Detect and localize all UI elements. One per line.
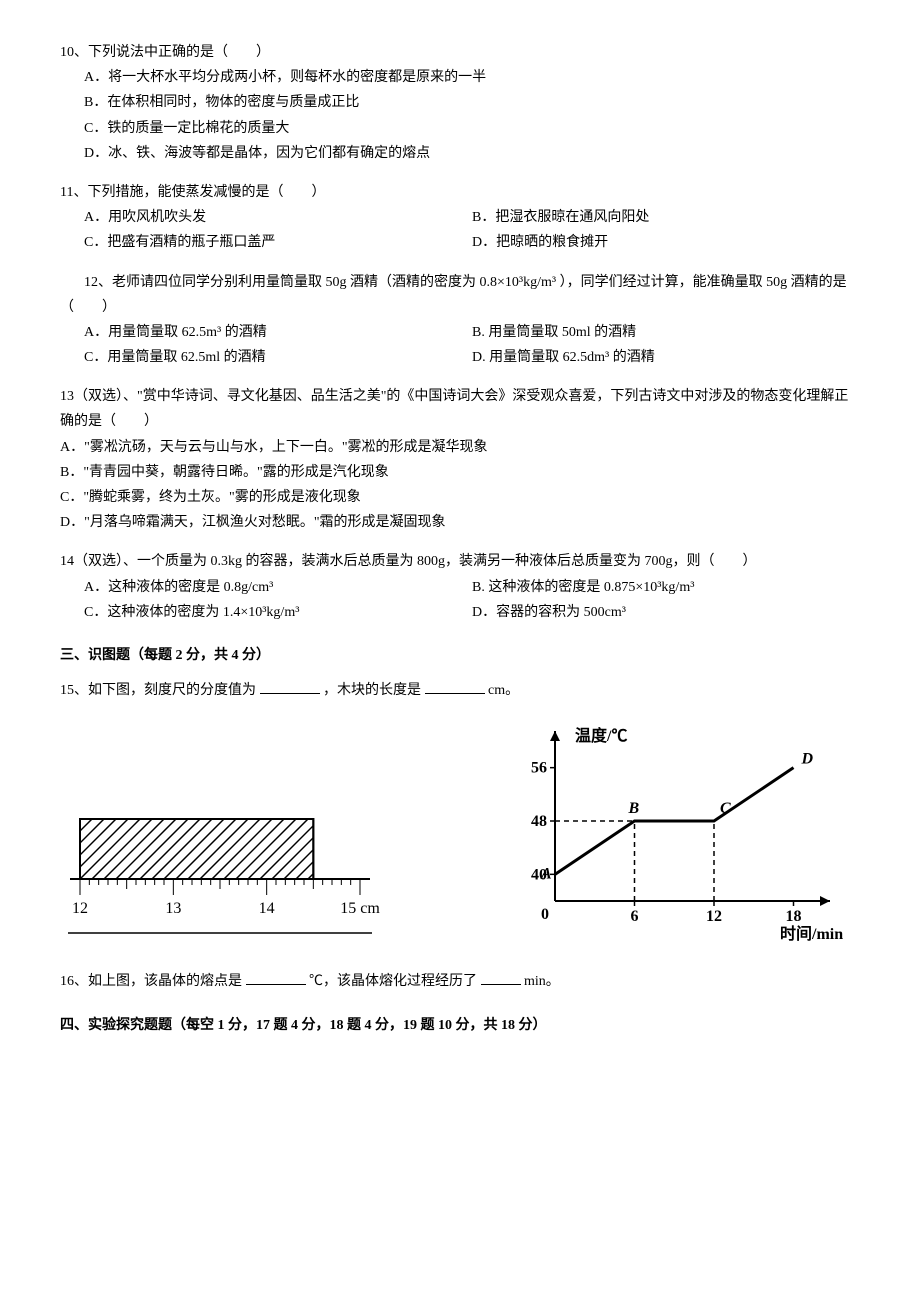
q14-opt-d: D．容器的容积为 500cm³ [472,600,860,625]
q12-opt-c: C．用量筒量取 62.5ml 的酒精 [84,345,472,370]
q12-opt-a: A．用量筒量取 62.5m³ 的酒精 [84,320,472,345]
section-3-title: 三、识图题（每题 2 分，共 4 分） [60,643,860,668]
svg-text:18: 18 [786,908,802,925]
question-16: 16、如上图，该晶体的熔点是 ℃，该晶体熔化过程经历了 min。 [60,969,860,994]
q12-opt-b: B. 用量筒量取 50ml 的酒精 [472,320,860,345]
svg-text:C: C [720,800,731,817]
q10-stem: 10、下列说法中正确的是（ ） [60,40,860,65]
svg-text:6: 6 [631,908,639,925]
q13-opt-a: A．"雾凇沆砀，天与云与山与水，上下一白。"雾凇的形成是凝华现象 [60,435,860,460]
question-11: 11、下列措施，能使蒸发减慢的是（ ） A．用吹风机吹头发 B．把湿衣服晾在通风… [60,180,860,256]
svg-text:A: A [540,866,552,883]
q14-opt-a: A．这种液体的密度是 0.8g/cm³ [84,575,472,600]
q10-opt-d: D．冰、铁、海波等都是晶体，因为它们都有确定的熔点 [60,141,860,166]
svg-text:D: D [801,751,814,768]
svg-text:56: 56 [531,760,547,777]
q11-opt-d: D．把晾晒的粮食摊开 [472,230,860,255]
question-14: 14（双选）、一个质量为 0.3kg 的容器，装满水后总质量为 800g，装满另… [60,549,860,625]
q16-blank-1[interactable] [246,970,306,985]
q11-opt-c: C．把盛有酒精的瓶子瓶口盖严 [84,230,472,255]
q11-opt-a: A．用吹风机吹头发 [84,205,472,230]
q16-blank-2[interactable] [481,970,521,985]
question-15: 15、如下图，刻度尺的分度值为 ，木块的长度是 cm。 [60,678,860,703]
q10-opt-a: A．将一大杯水平均分成两小杯，则每杯水的密度都是原来的一半 [60,65,860,90]
svg-text:13: 13 [165,900,181,917]
q13-opt-d: D．"月落乌啼霜满天，江枫渔火对愁眠。"霜的形成是凝固现象 [60,510,860,535]
q10-opt-b: B．在体积相同时，物体的密度与质量成正比 [60,90,860,115]
section-4-title: 四、实验探究题题（每空 1 分，17 题 4 分，18 题 4 分，19 题 1… [60,1013,860,1038]
question-13: 13（双选）、"赏中华诗词、寻文化基因、品生活之美"的《中国诗词大会》深受观众喜… [60,384,860,535]
svg-text:14: 14 [259,900,275,917]
q11-stem: 11、下列措施，能使蒸发减慢的是（ ） [60,180,860,205]
question-12: 12、老师请四位同学分别利用量筒量取 50g 酒精（酒精的密度为 0.8×10³… [60,270,860,371]
q15-text-b: ，木块的长度是 [323,683,421,698]
q13-stem: 13（双选）、"赏中华诗词、寻文化基因、品生活之美"的《中国诗词大会》深受观众喜… [60,384,860,434]
q14-stem: 14（双选）、一个质量为 0.3kg 的容器，装满水后总质量为 800g，装满另… [60,549,860,574]
q16-text-a: 16、如上图，该晶体的熔点是 [60,974,242,989]
ruler-figure: 12 13 14 15 cm [60,801,380,941]
svg-text:12: 12 [72,900,88,917]
svg-text:12: 12 [706,908,722,925]
q15-text-c: cm。 [488,683,519,698]
svg-text:15 cm: 15 cm [340,900,380,917]
q15-blank-1[interactable] [260,679,320,694]
svg-text:48: 48 [531,813,547,830]
q11-opt-b: B．把湿衣服晾在通风向阳处 [472,205,860,230]
q12-opt-d: D. 用量筒量取 62.5dm³ 的酒精 [472,345,860,370]
q16-text-b: ℃，该晶体熔化过程经历了 [309,974,477,989]
svg-text:时间/min: 时间/min [780,924,843,941]
q13-opt-b: B．"青青园中葵，朝露待日晞。"露的形成是汽化现象 [60,460,860,485]
melting-graph-figure: 404856061218温度/℃时间/minABCD [500,721,860,941]
q14-opt-c: C．这种液体的密度为 1.4×10³kg/m³ [84,600,472,625]
svg-text:温度/℃: 温度/℃ [574,726,627,745]
q10-opt-c: C．铁的质量一定比棉花的质量大 [60,116,860,141]
q13-opt-c: C．"腾蛇乘雾，终为土灰。"雾的形成是液化现象 [60,485,860,510]
svg-text:0: 0 [541,906,549,923]
figures-row: 12131415 cm 404856061218温度/℃时间/minABCD [60,721,860,941]
q14-opt-b: B. 这种液体的密度是 0.875×10³kg/m³ [472,575,860,600]
svg-text:B: B [628,800,640,817]
q15-blank-2[interactable] [425,679,485,694]
q16-text-c: min。 [524,974,560,989]
q15-text-a: 15、如下图，刻度尺的分度值为 [60,683,256,698]
q12-stem: 12、老师请四位同学分别利用量筒量取 50g 酒精（酒精的密度为 0.8×10³… [60,270,860,320]
question-10: 10、下列说法中正确的是（ ） A．将一大杯水平均分成两小杯，则每杯水的密度都是… [60,40,860,166]
